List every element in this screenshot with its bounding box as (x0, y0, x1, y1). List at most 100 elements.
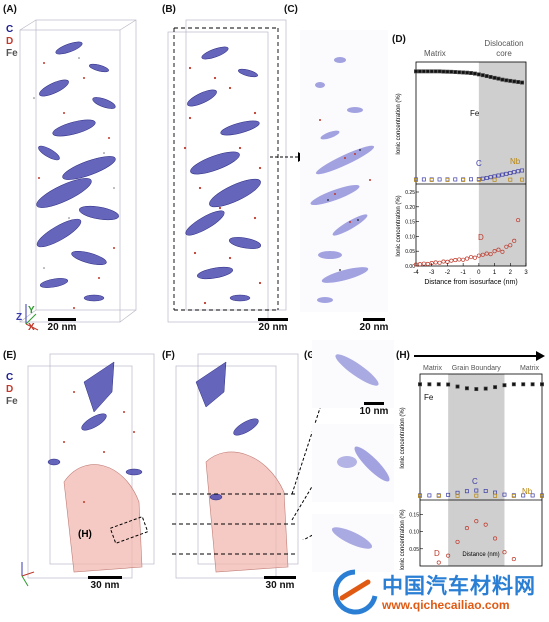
y-axis-label-bottom: Ionic concentration (%) (400, 509, 406, 570)
data-point-d (468, 255, 474, 260)
x-tick-label: 0 (477, 270, 481, 276)
watermark-url: www.qichecailiao.com (382, 598, 510, 612)
data-point-nb (429, 177, 434, 182)
scale-bar-a: 20 nm (42, 318, 82, 333)
panel-label-h: (H) (396, 350, 410, 361)
data-point-d (457, 257, 462, 262)
watermark-logo-icon (332, 569, 378, 615)
data-point-fe (436, 382, 441, 387)
data-point-d (484, 251, 489, 256)
region-label-grain-boundary: Grain Boundary (452, 365, 502, 372)
data-point-fe (418, 382, 422, 387)
data-point-fe (421, 69, 426, 74)
panel-label-e: (E) (3, 350, 17, 361)
data-point-nb (540, 493, 544, 498)
data-point-d (483, 522, 488, 527)
watermark-logo-text: 中国汽车材料网 (382, 575, 536, 598)
data-point-fe (445, 69, 450, 74)
legend-iron: Fe (6, 396, 18, 407)
data-point-d (476, 253, 481, 258)
data-point-d (496, 247, 501, 252)
y-axis-label-bottom: Ionic concentration (%) (396, 195, 402, 256)
tomogram-box-a (19, 19, 137, 323)
scale-bar-line (364, 402, 384, 405)
panel-label-g: (G) (304, 350, 319, 361)
y-tick-label: 0.05 (405, 249, 415, 255)
data-point-fe (437, 69, 442, 74)
iron-atoms-a (33, 57, 115, 269)
x-tick-label: -2 (445, 270, 451, 276)
y-axis-label-top: Ionic concentration (%) (400, 407, 406, 468)
data-point-c (484, 176, 489, 180)
data-point-fe (449, 69, 454, 74)
data-point-d (446, 553, 451, 558)
y-tick-label: 0.20 (405, 205, 415, 211)
grain-boundary-surface-e (63, 464, 143, 573)
data-point-fe (453, 70, 458, 74)
data-point-fe (530, 382, 535, 387)
data-point-d (508, 243, 513, 248)
iron-atoms-c (327, 149, 361, 271)
x-tick-label: -1 (460, 270, 466, 276)
roi-label: (H) (78, 529, 92, 540)
data-point-c (427, 493, 432, 498)
data-point-d (474, 519, 479, 524)
x-axis-label: Distance from isosurface (nm) (424, 279, 517, 286)
scale-bar-line (48, 318, 76, 321)
data-point-c (500, 172, 505, 177)
region-label-core: Dislocation (484, 39, 523, 48)
panel-label-f: (F) (162, 350, 175, 361)
scale-bar-b: 20 nm (252, 318, 294, 333)
data-point-fe (483, 386, 488, 391)
data-point-fe (457, 70, 462, 75)
data-point-nb (511, 493, 516, 498)
scale-bar-label: 20 nm (47, 322, 77, 333)
y-tick-label: 0.10 (409, 530, 419, 536)
deuterium-atoms-c (319, 119, 371, 223)
carbon-isosurfaces-e (47, 361, 143, 476)
panel-label-d: (D) (392, 34, 406, 45)
x-tick-label: 3 (524, 270, 528, 276)
data-point-d (455, 539, 460, 544)
data-point-nb (476, 177, 481, 182)
data-point-c (453, 177, 458, 182)
data-point-c (512, 170, 517, 175)
roi-cylinder-e (109, 516, 149, 544)
data-point-fe (472, 71, 477, 76)
y-tick-label: 0.25 (405, 190, 415, 196)
plot-frame (415, 61, 527, 267)
data-point-fe (496, 76, 501, 81)
series-label-nb: Nb (510, 157, 521, 166)
data-point-nb (414, 177, 418, 182)
data-point-c (502, 492, 507, 497)
data-point-c (496, 173, 501, 178)
data-point-nb (418, 493, 422, 498)
data-point-fe (511, 382, 516, 387)
atom-map-slice-g1 (312, 340, 394, 408)
data-point-nb (461, 177, 466, 182)
data-point-fe (520, 80, 525, 85)
tomogram-box-b (167, 19, 287, 323)
data-point-nb (492, 177, 497, 182)
series-label-fe: Fe (470, 109, 480, 118)
atom-map-slice-c (300, 30, 388, 312)
series-label-c: C (476, 159, 482, 168)
scale-bar-g: 10 nm (356, 402, 392, 417)
x-axis-label: Distance (nm) (462, 552, 499, 558)
data-point-d (421, 261, 426, 266)
panel-label-c: (C) (284, 4, 298, 15)
data-point-nb (474, 493, 479, 498)
data-point-nb (493, 493, 498, 498)
region-label-matrix: Matrix (520, 365, 540, 372)
panel-label-b: (B) (162, 4, 176, 15)
dislocation-core-shading (478, 62, 526, 266)
scale-bar-c: 20 nm (354, 318, 394, 333)
data-point-fe (429, 69, 434, 74)
slice-background (300, 30, 388, 312)
slice-outline-b (173, 27, 279, 311)
axis-triad (21, 562, 35, 587)
plot-frame (419, 373, 543, 567)
data-point-nb (520, 177, 525, 182)
y-tick-label: 0.10 (405, 234, 415, 240)
legend-carbon: C (6, 24, 14, 35)
